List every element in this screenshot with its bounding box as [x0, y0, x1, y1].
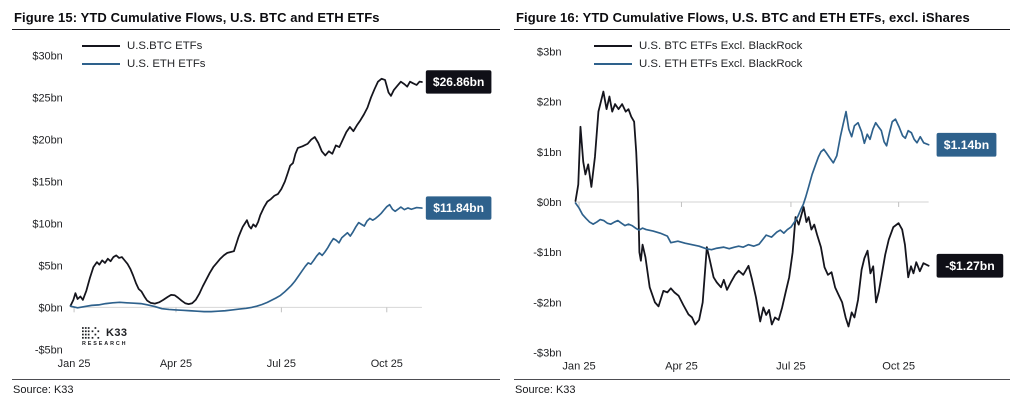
- y-axis-tick-label: $5bn: [38, 260, 62, 272]
- y-axis-tick-label: -$5bn: [35, 344, 63, 356]
- y-axis-tick-label: -$1bn: [533, 247, 561, 259]
- figure-16-panel: Figure 16: YTD Cumulative Flows, U.S. BT…: [514, 8, 1010, 405]
- btc-etf-line: [69, 77, 423, 307]
- y-axis-tick-label: $25bn: [32, 92, 62, 104]
- figure-16-chart: Jan 25 Apr 25 Jul 25 Oct 25 $3bn $2bn $1bn $0bn…: [533, 46, 1004, 373]
- btc-etf-excl-blackrock-end-label-box: [936, 253, 1004, 278]
- x-axis-tick-label: Jul 25: [267, 358, 296, 370]
- x-axis-tick-label: Oct 25: [371, 358, 403, 370]
- legend-label: U.S.BTC ETFs: [127, 39, 203, 52]
- figure-16-title: Figure 16: YTD Cumulative Flows, U.S. BT…: [516, 10, 970, 25]
- eth-etf-line: [69, 203, 423, 313]
- eth-etf-excl-blackrock-line: [574, 110, 930, 251]
- y-axis-tick-label: $3bn: [537, 46, 562, 58]
- k33-research-logo: K33 RESEARCH: [82, 327, 127, 347]
- title-underline: [12, 29, 500, 30]
- k33-sub-text: RESEARCH: [82, 340, 128, 347]
- source-caption: Source: K33: [515, 384, 576, 396]
- eth-etf-end-label: $11.84bn: [433, 201, 484, 215]
- k33-brand-text: K33: [106, 327, 128, 339]
- x-axis-tick-label: Oct 25: [882, 361, 915, 373]
- figure-15-panel: Figure 15: YTD Cumulative Flows, U.S. BT…: [12, 8, 500, 405]
- y-axis-tick-label: $15bn: [32, 176, 62, 188]
- y-axis-tick-label: $20bn: [32, 134, 62, 146]
- figure-15-chart: Jan 25 Apr 25 Jul 25 Oct 25 $30bn $25bn $20bn $…: [32, 51, 492, 370]
- eth-line-swatch: [594, 62, 632, 65]
- btc-etf-excl-blackrock-line: [574, 90, 930, 328]
- x-axis-tick-label: Apr 25: [665, 361, 698, 373]
- source-divider: [514, 379, 1010, 380]
- y-axis-tick-label: $10bn: [32, 218, 62, 230]
- k33-logo-icon: [82, 327, 100, 339]
- y-axis-tick-label: -$3bn: [533, 348, 561, 360]
- legend-item: U.S.BTC ETFs: [82, 38, 205, 53]
- figure-15-legend: U.S.BTC ETFs U.S. ETH ETFs: [82, 38, 205, 71]
- source-divider: [12, 379, 500, 380]
- title-underline: [514, 29, 1010, 30]
- x-axis-tick-label: Apr 25: [160, 358, 192, 370]
- btc-etf-end-label-box: [425, 70, 492, 94]
- eth-etf-excl-blackrock-end-label-box: [936, 132, 997, 157]
- figure-16-legend: U.S. BTC ETFs Excl. BlackRock U.S. ETH E…: [594, 38, 802, 71]
- btc-line-swatch: [594, 44, 632, 47]
- figure-15-chart-area: Jan 25 Apr 25 Jul 25 Oct 25 $30bn $25bn $20bn $…: [12, 30, 500, 375]
- y-axis-tick-label: $0bn: [38, 302, 62, 314]
- y-axis-tick-label: $0bn: [537, 197, 562, 209]
- figure-15-title: Figure 15: YTD Cumulative Flows, U.S. BT…: [14, 10, 380, 25]
- legend-item: U.S. ETH ETFs Excl. BlackRock: [594, 56, 802, 71]
- x-axis-tick-label: Jan 25: [562, 361, 595, 373]
- figure-16-chart-area: Jan 25 Apr 25 Jul 25 Oct 25 $3bn $2bn $1bn $0bn…: [514, 30, 1010, 375]
- legend-label: U.S. ETH ETFs: [127, 57, 206, 70]
- legend-item: U.S. ETH ETFs: [82, 56, 205, 71]
- btc-etf-end-label: $26.86bn: [433, 75, 484, 89]
- legend-label: U.S. ETH ETFs Excl. BlackRock: [639, 57, 803, 70]
- legend-item: U.S. BTC ETFs Excl. BlackRock: [594, 38, 802, 53]
- legend-label: U.S. BTC ETFs Excl. BlackRock: [639, 39, 803, 52]
- eth-etf-excl-blackrock-end-label: $1.14bn: [944, 138, 989, 152]
- y-axis-tick-label: $30bn: [32, 51, 62, 63]
- y-axis-tick-label: $2bn: [537, 97, 562, 109]
- y-axis-tick-label: $1bn: [537, 147, 562, 159]
- source-caption: Source: K33: [13, 384, 74, 396]
- eth-etf-end-label-box: [425, 196, 492, 220]
- x-axis-tick-label: Jan 25: [58, 358, 91, 370]
- x-axis-tick-label: Jul 25: [776, 361, 806, 373]
- btc-etf-excl-blackrock-end-label: -$1.27bn: [945, 259, 994, 273]
- btc-line-swatch: [82, 44, 120, 47]
- y-axis-tick-label: -$2bn: [533, 297, 561, 309]
- eth-line-swatch: [82, 62, 120, 65]
